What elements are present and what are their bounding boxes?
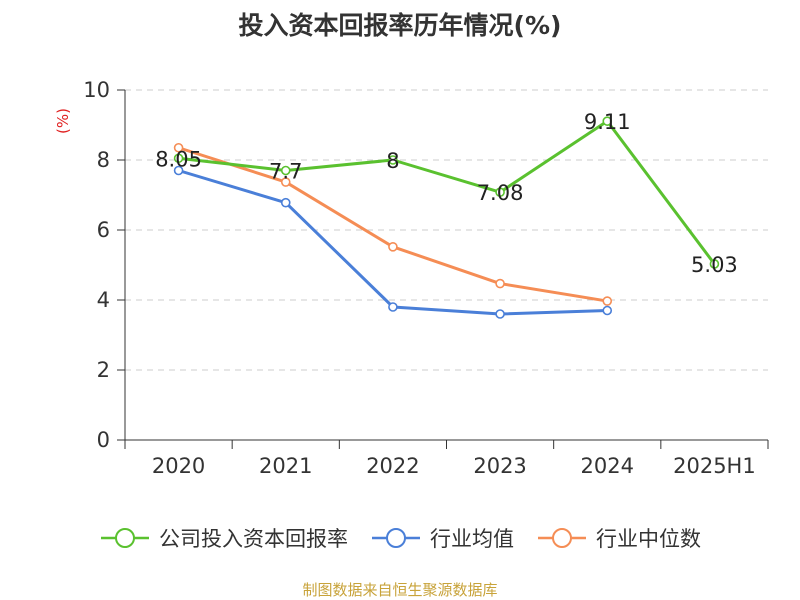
- legend-item-1[interactable]: 行业均值: [370, 523, 514, 553]
- legend-swatch-icon: [101, 528, 149, 548]
- x-tick-label: 2020: [152, 454, 205, 478]
- data-label: 8.05: [155, 147, 202, 171]
- y-tick-label: 2: [97, 358, 110, 382]
- series-line-0: [178, 119, 716, 265]
- axes: 0 2 4 6 8 10 2020 2021 2022 2023 2024 2025H1: [83, 78, 769, 478]
- data-label: 8: [386, 149, 399, 173]
- data-labels: 8.05 7.7 8 7.08 9.11 5.03: [155, 110, 738, 277]
- data-point: [280, 197, 291, 208]
- legend-swatch-icon: [372, 528, 420, 548]
- legend-label: 行业中位数: [596, 527, 701, 551]
- legend-swatch-marker: [386, 528, 406, 548]
- legend-swatch-marker: [552, 528, 572, 548]
- data-label: 7.08: [477, 181, 524, 205]
- legend-item-2[interactable]: 行业中位数: [536, 523, 701, 553]
- legend-item-0[interactable]: 公司投入资本回报率: [99, 523, 348, 553]
- data-point: [173, 153, 184, 164]
- x-tick-label: 2021: [259, 454, 312, 478]
- data-label: 7.7: [269, 160, 302, 184]
- legend: 公司投入资本回报率 行业均值 行业中位数: [0, 518, 800, 558]
- y-tick-label: 0: [97, 428, 110, 452]
- series-lines: [173, 116, 720, 319]
- data-point: [709, 259, 720, 269]
- legend-label: 行业均值: [430, 527, 514, 551]
- legend-swatch-icon: [538, 528, 586, 548]
- data-point: [388, 302, 398, 312]
- data-label: 9.11: [584, 110, 631, 134]
- x-tick-label: 2024: [581, 454, 634, 478]
- x-tick-label: 2025H1: [673, 454, 756, 478]
- y-tick-label: 10: [83, 78, 110, 102]
- y-tick-label: 6: [97, 218, 110, 242]
- data-point: [602, 305, 613, 316]
- data-point: [280, 165, 291, 176]
- source-footer: 制图数据来自恒生聚源数据库: [302, 581, 498, 599]
- data-point: [388, 242, 398, 252]
- y-tick-label: 8: [97, 148, 110, 172]
- data-point: [495, 309, 505, 319]
- data-point: [388, 155, 398, 165]
- chart-title: 投入资本回报率历年情况(%): [238, 11, 562, 40]
- data-point: [495, 278, 505, 289]
- y-tick-label: 4: [97, 288, 110, 312]
- data-point: [602, 296, 613, 306]
- data-point: [173, 165, 184, 176]
- legend-swatch-marker: [115, 528, 135, 548]
- x-tick-label: 2023: [473, 454, 526, 478]
- data-point: [495, 187, 505, 197]
- data-point: [602, 116, 613, 126]
- data-point: [173, 142, 184, 153]
- x-tick-label: 2022: [366, 454, 419, 478]
- legend-label: 公司投入资本回报率: [159, 527, 348, 551]
- gridlines: [125, 89, 768, 371]
- data-label: 5.03: [691, 253, 738, 277]
- data-point: [280, 177, 291, 187]
